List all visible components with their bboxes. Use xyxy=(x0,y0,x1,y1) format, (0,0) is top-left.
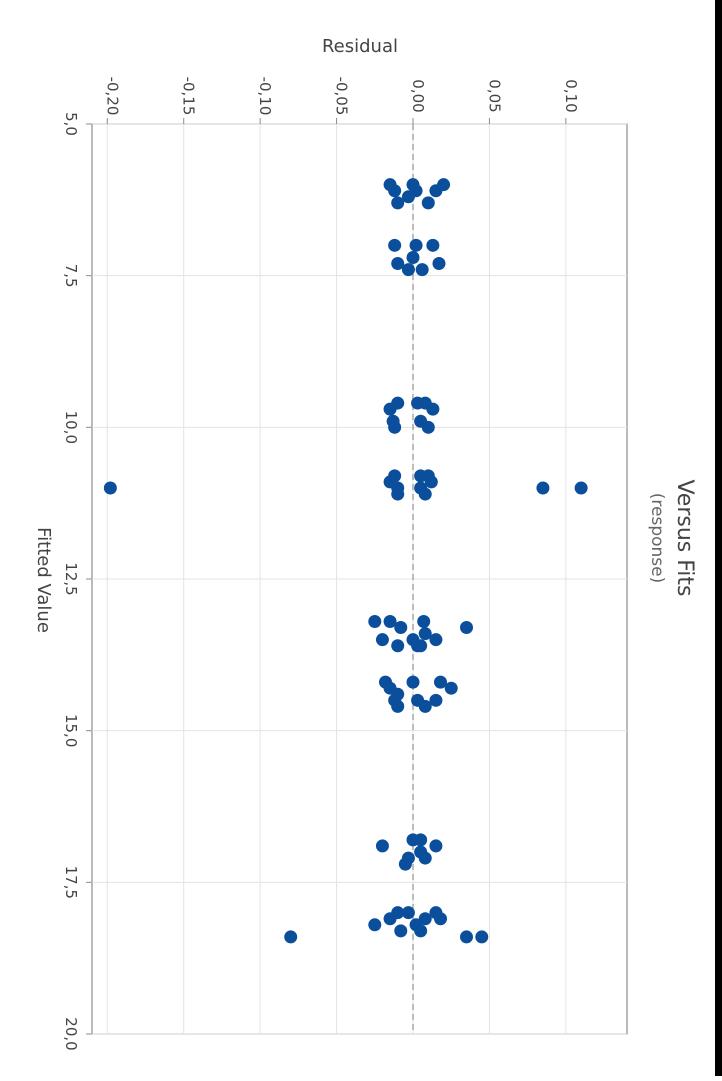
y-tick-label: 0,00 xyxy=(409,79,427,112)
data-point xyxy=(426,238,440,252)
data-point xyxy=(394,621,408,635)
data-point xyxy=(383,402,397,416)
data-point xyxy=(418,487,432,501)
data-point xyxy=(401,263,415,277)
data-point xyxy=(375,839,389,853)
data-point xyxy=(415,263,429,277)
right-edge-bar xyxy=(715,0,722,1076)
data-point xyxy=(401,851,415,865)
data-point xyxy=(103,481,117,495)
grid-lines xyxy=(86,118,627,1035)
y-tick-label: 0,10 xyxy=(562,79,580,112)
y-tick-label: 0,05 xyxy=(485,79,503,112)
data-point xyxy=(391,196,405,210)
data-point xyxy=(391,487,405,501)
data-point xyxy=(394,924,408,938)
data-point xyxy=(426,402,440,416)
data-point xyxy=(418,912,432,926)
data-point xyxy=(574,481,588,495)
data-point xyxy=(475,930,489,944)
data-point xyxy=(375,633,389,647)
data-point xyxy=(460,930,473,944)
residual-axis-title: Residual xyxy=(322,36,398,57)
data-point xyxy=(406,250,420,264)
residual-tick-labels: -0,20 -0,15 -0,10 -0,05 0,00 0,05 0,10 xyxy=(103,77,580,116)
x-tick-label: 10,0 xyxy=(62,411,80,444)
data-point xyxy=(460,621,473,635)
data-point xyxy=(284,930,298,944)
data-point xyxy=(421,420,435,434)
data-point xyxy=(421,196,435,210)
data-point xyxy=(411,639,425,653)
data-point xyxy=(429,693,443,707)
data-point xyxy=(418,699,432,713)
data-point xyxy=(418,627,432,641)
data-point xyxy=(383,912,397,926)
data-point xyxy=(444,681,458,695)
x-tick-label: 12,5 xyxy=(62,562,80,595)
data-point xyxy=(429,633,443,647)
y-tick-label: -0,05 xyxy=(333,77,351,116)
x-tick-label: 20,0 xyxy=(62,1017,80,1050)
data-point xyxy=(434,675,448,689)
data-point xyxy=(417,614,431,628)
data-point xyxy=(432,257,446,271)
data-point xyxy=(414,924,428,938)
data-point xyxy=(383,614,397,628)
data-point xyxy=(409,184,423,198)
data-point xyxy=(388,184,402,198)
y-tick-label: -0,10 xyxy=(256,77,274,116)
data-point xyxy=(429,839,443,853)
data-point xyxy=(368,614,382,628)
y-tick-label: -0,20 xyxy=(103,77,121,116)
data-point xyxy=(368,918,382,932)
data-point xyxy=(388,420,402,434)
data-point xyxy=(424,475,438,489)
chart-subtitle: (response) xyxy=(647,493,667,583)
data-point xyxy=(401,906,415,920)
data-point xyxy=(414,833,428,847)
data-point xyxy=(391,257,405,271)
data-point xyxy=(406,675,420,689)
x-tick-label: 17,5 xyxy=(62,866,80,899)
data-point xyxy=(418,851,432,865)
fitted-value-tick-labels: 5,0 7,5 10,0 12,5 15,0 17,5 20,0 xyxy=(62,112,80,1051)
data-point xyxy=(391,699,405,713)
y-tick-label: -0,15 xyxy=(180,77,198,116)
x-tick-label: 5,0 xyxy=(62,112,80,136)
residual-points xyxy=(103,178,588,944)
fitted-value-axis-title: Fitted Value xyxy=(33,527,54,633)
x-tick-label: 15,0 xyxy=(62,714,80,747)
data-point xyxy=(437,178,451,192)
data-point xyxy=(409,238,423,252)
data-point xyxy=(434,912,448,926)
chart-title: Versus Fits xyxy=(672,479,697,596)
data-point xyxy=(536,481,550,495)
x-tick-label: 7,5 xyxy=(62,264,80,288)
data-point xyxy=(388,238,402,252)
data-point xyxy=(391,639,405,653)
